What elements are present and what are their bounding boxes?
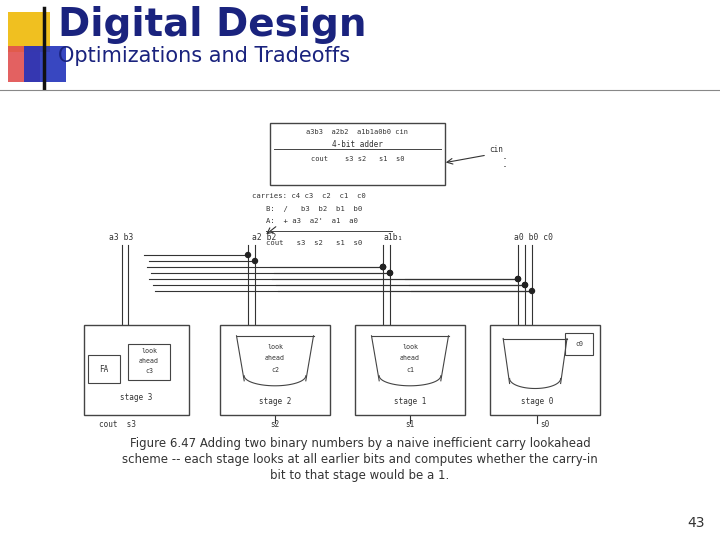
Text: scheme -- each stage looks at all earlier bits and computes whether the carry-in: scheme -- each stage looks at all earlie… <box>122 454 598 467</box>
Text: look: look <box>402 344 418 350</box>
Text: look: look <box>141 348 157 354</box>
Circle shape <box>387 271 392 275</box>
Bar <box>88 355 120 383</box>
Circle shape <box>380 265 385 269</box>
Text: stage 1: stage 1 <box>394 396 426 406</box>
Text: s0: s0 <box>541 420 549 429</box>
Text: .: . <box>503 149 507 162</box>
Text: B:  /   b3  b2  b1  b0: B: / b3 b2 b1 b0 <box>266 206 362 212</box>
Text: 4-bit adder: 4-bit adder <box>332 140 383 149</box>
Text: look: look <box>267 344 283 350</box>
Circle shape <box>380 265 385 269</box>
Circle shape <box>387 271 392 275</box>
Circle shape <box>380 265 385 269</box>
Bar <box>355 325 465 415</box>
Circle shape <box>516 276 521 281</box>
Bar <box>128 344 170 380</box>
Text: ahead: ahead <box>400 355 420 361</box>
Text: a3b3  a2b2  a1b1a0b0 cin: a3b3 a2b2 a1b1a0b0 cin <box>307 129 408 135</box>
Circle shape <box>523 282 528 287</box>
Text: cout   s3  s2   s1  s0: cout s3 s2 s1 s0 <box>266 240 362 246</box>
Text: s1: s1 <box>405 420 415 429</box>
Text: bit to that stage would be a 1.: bit to that stage would be a 1. <box>271 469 449 483</box>
Text: a3 b3: a3 b3 <box>109 233 133 242</box>
Bar <box>8 46 40 82</box>
Text: stage 2: stage 2 <box>258 396 291 406</box>
Text: cout    s3 s2   s1  s0: cout s3 s2 s1 s0 <box>311 156 404 162</box>
Text: Optimizations and Tradeoffs: Optimizations and Tradeoffs <box>58 46 350 66</box>
Text: ahead: ahead <box>265 355 285 361</box>
Bar <box>490 325 600 415</box>
Text: cout  s3: cout s3 <box>99 420 136 429</box>
Text: c2: c2 <box>271 367 279 373</box>
Bar <box>565 333 593 355</box>
Circle shape <box>246 253 251 258</box>
Text: stage 0: stage 0 <box>521 396 553 406</box>
Text: carries: c4 c3  c2  c1  c0: carries: c4 c3 c2 c1 c0 <box>252 193 366 199</box>
Circle shape <box>523 282 528 287</box>
Text: a1b₁: a1b₁ <box>384 233 403 242</box>
Text: FA: FA <box>99 364 109 374</box>
Text: a2 b2: a2 b2 <box>252 233 276 242</box>
Text: stage 3: stage 3 <box>120 393 153 402</box>
Text: A:  + a3  a2'  a1  a0: A: + a3 a2' a1 a0 <box>266 218 358 224</box>
Circle shape <box>253 259 258 264</box>
Text: a0 b0 c0: a0 b0 c0 <box>515 233 554 242</box>
Bar <box>220 325 330 415</box>
Bar <box>270 123 445 185</box>
Text: 43: 43 <box>688 516 705 530</box>
Text: .: . <box>503 157 507 170</box>
Bar <box>84 325 189 415</box>
Text: ahead: ahead <box>139 358 159 364</box>
Text: c0: c0 <box>575 341 583 347</box>
Circle shape <box>529 288 534 294</box>
Text: cin: cin <box>489 145 503 154</box>
Text: Digital Design: Digital Design <box>58 6 366 44</box>
Bar <box>24 46 66 82</box>
Text: c3: c3 <box>145 368 153 374</box>
Text: c1: c1 <box>406 367 414 373</box>
Circle shape <box>516 276 521 281</box>
Text: Figure 6.47 Adding two binary numbers by a naive inefficient carry lookahead: Figure 6.47 Adding two binary numbers by… <box>130 437 590 450</box>
Bar <box>8 12 50 52</box>
Text: s2: s2 <box>271 420 279 429</box>
